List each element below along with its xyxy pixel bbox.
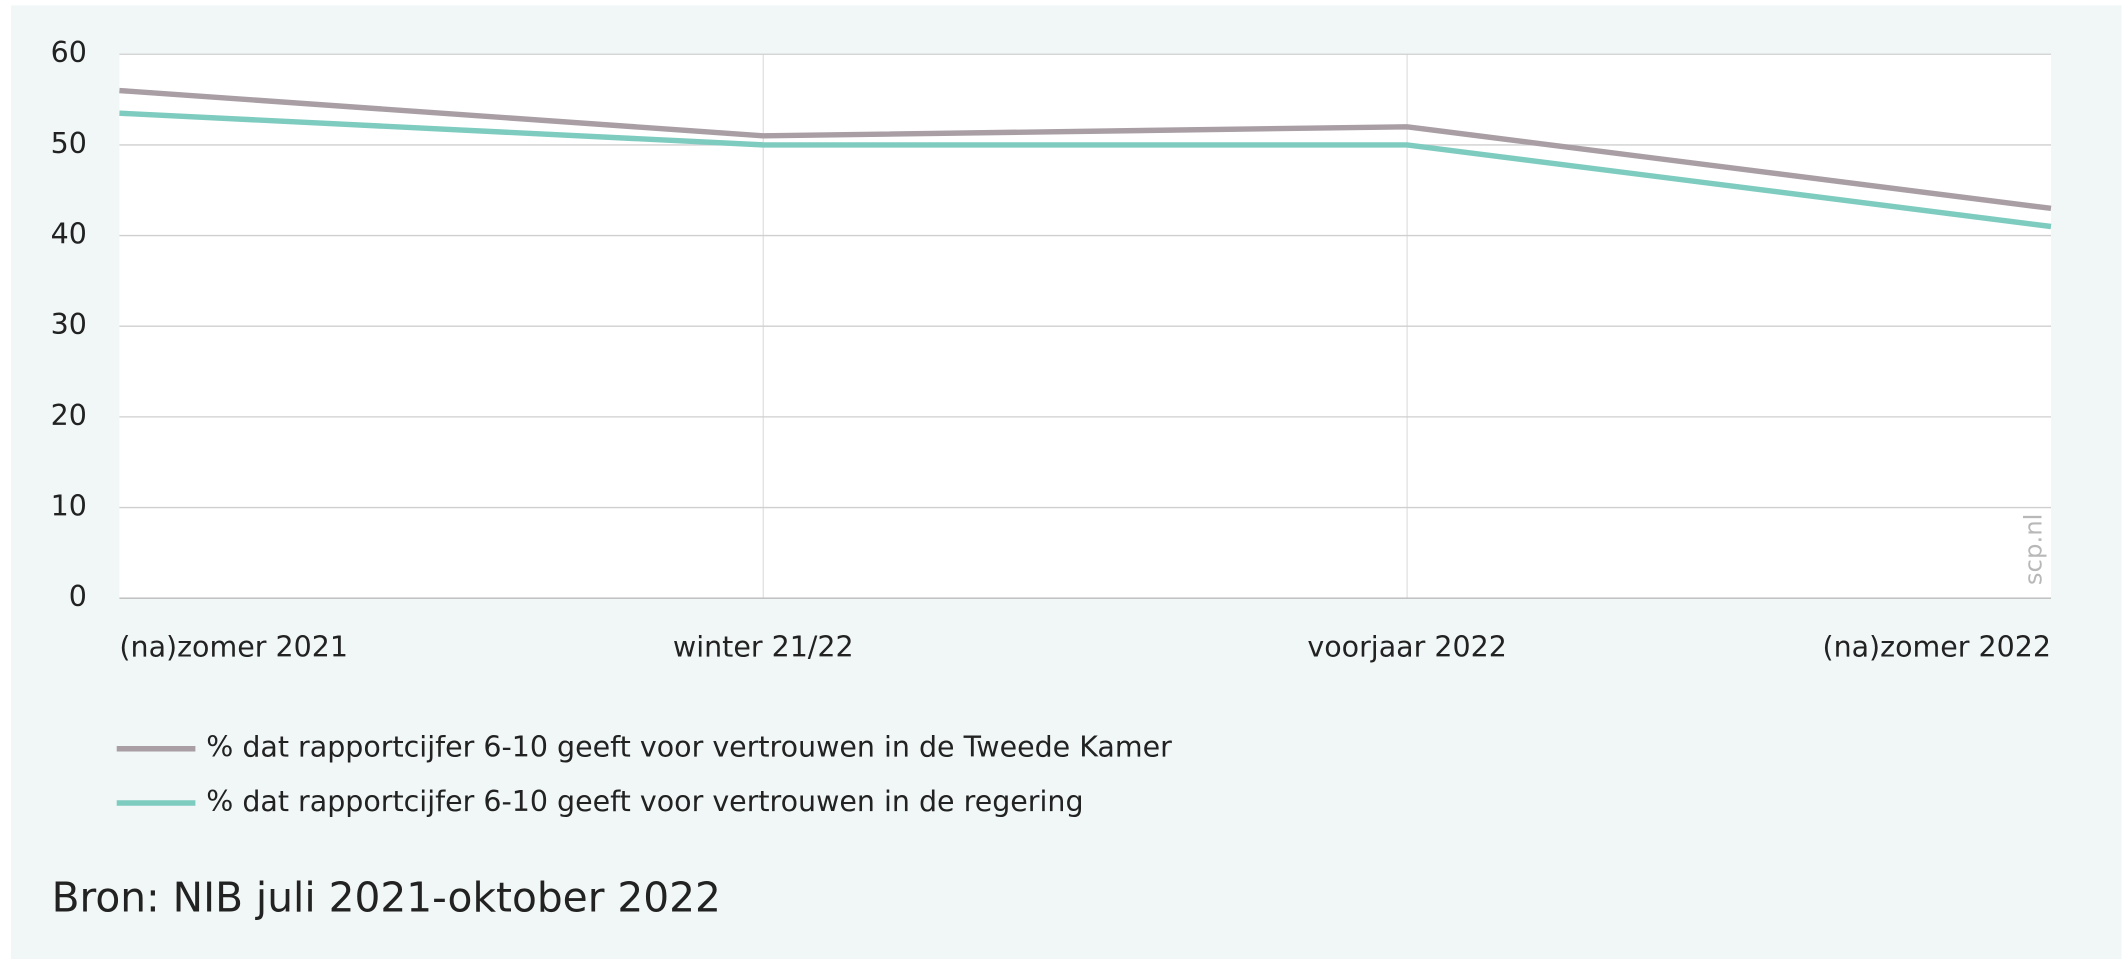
watermark: scp.nl xyxy=(2019,514,2048,586)
y-tick-label: 40 xyxy=(51,218,87,251)
series-line xyxy=(119,110,2052,230)
x-tick-label: voorjaar 2022 xyxy=(1307,630,1506,663)
y-tick-label: 60 xyxy=(51,36,87,69)
x-tick-label: winter 21/22 xyxy=(673,630,854,663)
source: Bron: NIB juli 2021-oktober 2022 xyxy=(52,874,721,922)
x-tick-label: (na)zomer 2022 xyxy=(1822,630,2051,663)
legend-label: % dat rapportcijfer 6-10 geeft voor vert… xyxy=(206,785,1083,818)
y-tick-label: 0 xyxy=(69,580,87,613)
y-tick-label: 20 xyxy=(51,399,87,432)
x-tick-label: (na)zomer 2021 xyxy=(119,630,348,663)
y-tick-label: 50 xyxy=(51,127,87,160)
series-line xyxy=(119,87,2052,212)
legend-label: % dat rapportcijfer 6-10 geeft voor vert… xyxy=(206,731,1172,764)
y-tick-label: 30 xyxy=(51,308,87,341)
y-tick-label: 10 xyxy=(51,490,87,523)
